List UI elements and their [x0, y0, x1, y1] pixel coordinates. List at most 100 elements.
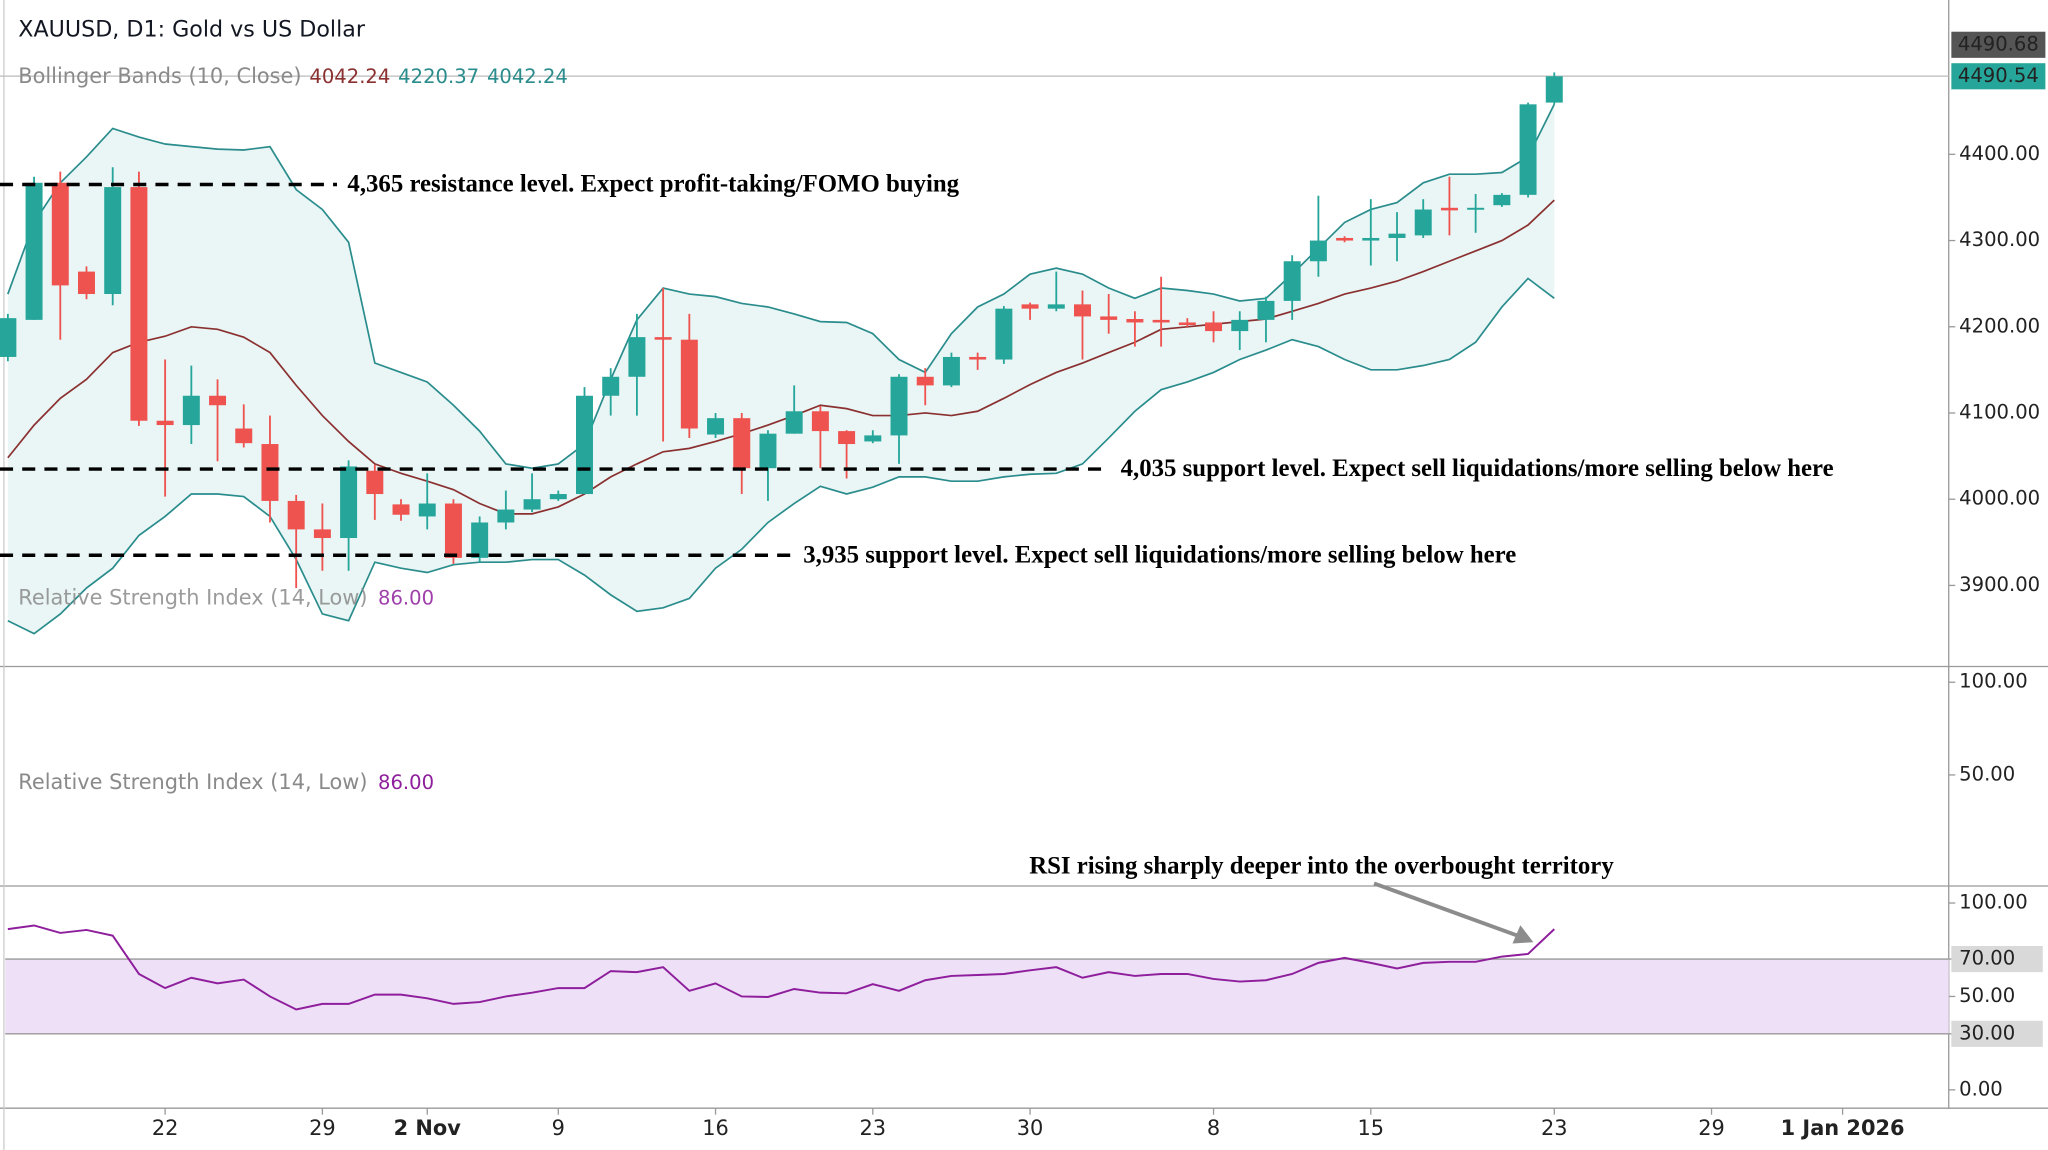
overlay-name: Relative Strength Index (14, Low)	[18, 586, 367, 610]
candle-body	[1100, 316, 1118, 320]
candle-body	[1152, 319, 1170, 323]
price-label-box	[1951, 31, 2046, 58]
candle-body	[313, 529, 331, 539]
candle-body	[1231, 319, 1249, 332]
candle-body	[418, 503, 436, 517]
price-label-box	[1951, 63, 2046, 90]
candle-body	[995, 308, 1013, 360]
candle-body	[733, 418, 751, 469]
candle-body	[1388, 233, 1406, 238]
candle-body	[25, 182, 43, 320]
candle-body	[1414, 209, 1432, 236]
candle-body	[1257, 300, 1275, 320]
x-tick-label: 29	[309, 1116, 336, 1140]
rsi-line	[7, 924, 1555, 1011]
panel-value: 86.00	[378, 770, 434, 793]
y-tick-label: 0.00	[1959, 1077, 2003, 1100]
level-annotation: 4,035 support level. Expect sell liquida…	[1121, 455, 1834, 482]
candle-body	[890, 376, 908, 436]
x-tick-label: 23	[1541, 1116, 1568, 1140]
y-tick-label: 50.00	[1959, 762, 2015, 785]
indicator-value: 4042.24	[309, 65, 390, 88]
candle-body	[366, 470, 384, 495]
annotation-arrowhead	[1512, 925, 1534, 944]
annotation-arrow	[1373, 881, 1519, 938]
indicator-value: 4042.24	[487, 65, 568, 88]
x-tick-label: 16	[702, 1116, 729, 1140]
x-tick-label: 22	[152, 1116, 179, 1140]
candle-body	[51, 182, 69, 286]
level-annotation: 3,935 support level. Expect sell liquida…	[803, 541, 1516, 568]
candle-body	[602, 376, 620, 396]
candle-body	[707, 418, 725, 435]
candle-body	[182, 395, 200, 426]
candle-body	[942, 356, 960, 386]
candle-body	[1362, 237, 1380, 241]
y-tick-label: 100.00	[1959, 670, 2027, 693]
candle-body	[78, 271, 95, 295]
candle-body	[156, 420, 174, 426]
candle-body	[1336, 237, 1354, 241]
y-tick-box	[1951, 1020, 2043, 1047]
candle-body	[811, 411, 829, 432]
y-tick-box	[1951, 946, 2043, 973]
x-tick-label: 1 Jan 2026	[1781, 1116, 1905, 1140]
candle-body	[1205, 322, 1223, 332]
candle-body	[1047, 304, 1065, 309]
x-tick-label: 8	[1207, 1116, 1220, 1140]
candle-body	[549, 494, 567, 500]
y-tick-label: 4400.00	[1959, 142, 2040, 165]
y-tick-label: 70.00	[1959, 947, 2015, 970]
y-tick-label: 30.00	[1959, 1021, 2015, 1044]
x-tick-label: 2 Nov	[394, 1116, 462, 1140]
panel-name: Relative Strength Index (14, Low)	[18, 770, 367, 794]
indicator-name: Bollinger Bands (10, Close)	[18, 64, 301, 88]
candle-body	[1073, 304, 1091, 317]
x-tick-label: 29	[1698, 1116, 1725, 1140]
candle-body	[1021, 304, 1039, 309]
candle-body	[969, 356, 987, 360]
candle-body	[130, 187, 148, 421]
candle-body	[104, 187, 122, 295]
candle-body	[576, 395, 593, 495]
candle-body	[1283, 261, 1301, 301]
candle-body	[1126, 319, 1144, 323]
candle-body	[759, 433, 777, 469]
x-tick-label: 15	[1358, 1116, 1385, 1140]
price-label: 4490.54	[1958, 64, 2039, 87]
y-tick-label: 3900.00	[1959, 573, 2040, 596]
candle-body	[497, 509, 515, 523]
candle-body	[287, 500, 305, 530]
candle-body	[392, 504, 410, 515]
candle-body	[1467, 207, 1485, 210]
y-tick-label: 4100.00	[1959, 400, 2040, 423]
candle-body	[471, 522, 489, 558]
candle-body	[209, 395, 227, 406]
candle-body	[628, 337, 646, 377]
x-tick-label: 9	[552, 1116, 565, 1140]
candle-body	[680, 339, 698, 429]
bollinger-line	[7, 277, 1555, 635]
candle-body	[0, 318, 17, 357]
candle-body	[444, 503, 462, 558]
overlay-value: 86.00	[378, 586, 434, 609]
candle-body	[1440, 207, 1458, 211]
bollinger-line	[7, 199, 1555, 515]
indicator-value: 4220.37	[398, 65, 479, 88]
x-tick-label: 23	[860, 1116, 887, 1140]
candle-body	[1309, 240, 1327, 262]
candle-body	[785, 411, 803, 434]
level-annotation: 4,365 resistance level. Expect profit-ta…	[347, 171, 959, 198]
chart-title: XAUUSD, D1: Gold vs US Dollar	[18, 17, 366, 43]
price-label: 4490.68	[1958, 32, 2039, 55]
candle-body	[654, 337, 672, 340]
band-fill	[7, 104, 1555, 634]
candle-body	[1545, 76, 1563, 103]
candle-body	[1519, 104, 1537, 195]
rsi-band	[5, 959, 1949, 1034]
panel-legend: Relative Strength Index (14, Low) 86.00	[18, 770, 434, 794]
y-tick-label: 100.00	[1959, 891, 2027, 914]
